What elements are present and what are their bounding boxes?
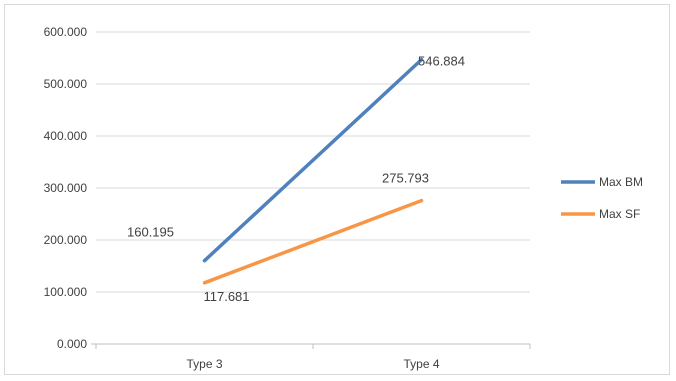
series-line-max-bm — [202, 57, 424, 263]
axes — [91, 343, 531, 349]
line-chart: 0.000 100.000 200.000 300.000 400.000 500.000… — [44, 25, 643, 371]
data-point — [420, 58, 423, 62]
y-tick-labels: 0.000 100.000 200.000 300.000 400.000 500.000… — [44, 25, 88, 351]
data-point — [203, 281, 206, 285]
data-point — [203, 259, 206, 263]
legend: Max BM Max SF — [561, 175, 643, 221]
data-labels: 160.195 546.884 117.681 275.793 — [127, 54, 465, 304]
data-label: 117.681 — [203, 289, 249, 304]
chart-frame: 0.000 100.000 200.000 300.000 400.000 500.000… — [4, 4, 670, 375]
data-label: 160.195 — [127, 225, 174, 240]
legend-label: Max SF — [599, 207, 640, 221]
y-tick-label: 500.000 — [44, 77, 88, 91]
y-tick-label: 100.000 — [44, 285, 88, 299]
data-label: 546.884 — [418, 54, 465, 69]
y-tick-label: 300.000 — [44, 181, 88, 195]
y-tick-label: 600.000 — [44, 25, 88, 39]
x-tick-labels: Type 3 Type 4 — [186, 357, 439, 371]
data-point — [420, 199, 423, 203]
x-tick-label: Type 4 — [403, 357, 439, 371]
data-label: 275.793 — [382, 171, 429, 186]
series-line-max-sf — [202, 198, 424, 285]
series-lines — [202, 57, 424, 285]
y-tick-label: 400.000 — [44, 129, 88, 143]
y-tick-label: 200.000 — [44, 233, 88, 247]
x-tick-label: Type 3 — [186, 357, 222, 371]
gridlines — [96, 31, 530, 293]
legend-label: Max BM — [599, 175, 643, 189]
y-tick-label: 0.000 — [57, 337, 87, 351]
